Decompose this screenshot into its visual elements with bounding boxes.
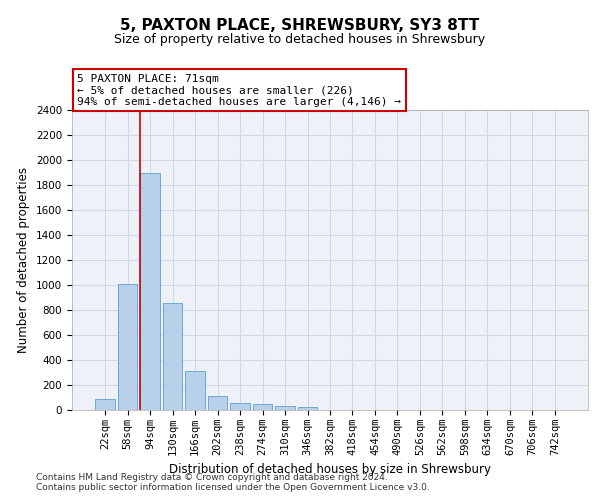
Bar — [118, 284, 137, 410]
Text: Contains public sector information licensed under the Open Government Licence v3: Contains public sector information licen… — [36, 484, 430, 492]
Text: 5, PAXTON PLACE, SHREWSBURY, SY3 8TT: 5, PAXTON PLACE, SHREWSBURY, SY3 8TT — [121, 18, 479, 32]
Y-axis label: Number of detached properties: Number of detached properties — [17, 167, 31, 353]
X-axis label: Distribution of detached houses by size in Shrewsbury: Distribution of detached houses by size … — [169, 464, 491, 476]
Bar — [275, 406, 295, 410]
Bar — [253, 404, 272, 410]
Bar — [163, 302, 182, 410]
Text: Size of property relative to detached houses in Shrewsbury: Size of property relative to detached ho… — [115, 32, 485, 46]
Bar — [95, 399, 115, 410]
Bar — [298, 407, 317, 410]
Bar — [185, 370, 205, 410]
Bar — [208, 396, 227, 410]
Text: 5 PAXTON PLACE: 71sqm
← 5% of detached houses are smaller (226)
94% of semi-deta: 5 PAXTON PLACE: 71sqm ← 5% of detached h… — [77, 74, 401, 107]
Text: Contains HM Land Registry data © Crown copyright and database right 2024.: Contains HM Land Registry data © Crown c… — [36, 474, 388, 482]
Bar — [140, 172, 160, 410]
Bar — [230, 402, 250, 410]
